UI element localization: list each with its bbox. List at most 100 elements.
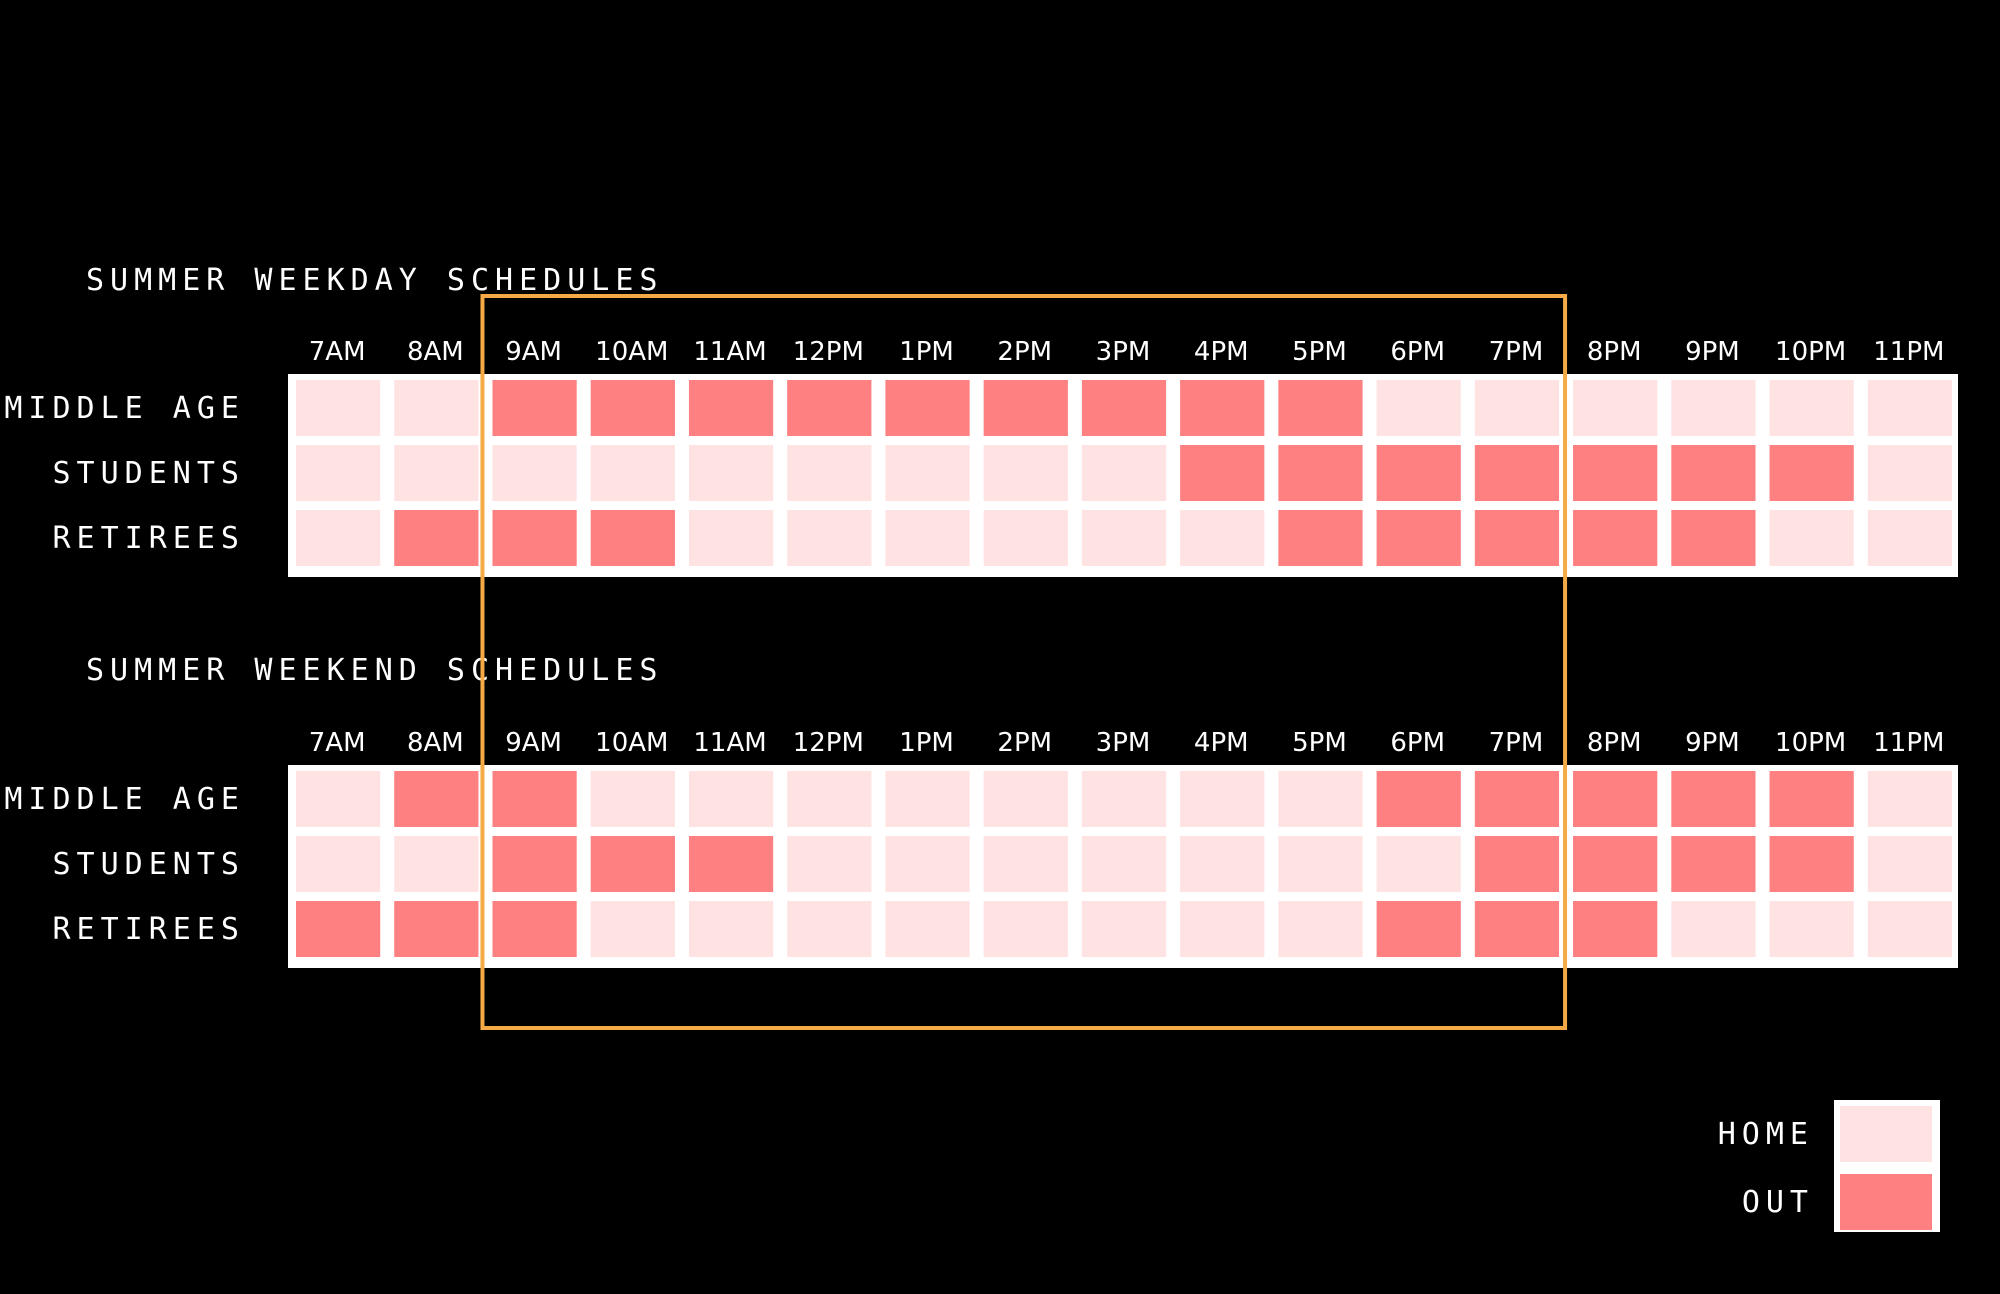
heatmap-cell — [1278, 445, 1363, 501]
heatmap-cell — [394, 901, 479, 957]
heatmap-cell — [1769, 836, 1854, 892]
row-label: RETIREES — [53, 912, 246, 947]
heatmap-cell — [1671, 445, 1756, 501]
row-label: STUDENTS — [53, 847, 246, 882]
heatmap-cell — [1573, 510, 1658, 566]
panel-title: SUMMER WEEKDAY SCHEDULES — [86, 263, 663, 298]
panel-title: SUMMER WEEKEND SCHEDULES — [86, 653, 663, 688]
heatmap-cell — [492, 771, 577, 827]
hour-tick-label: 2PM — [997, 728, 1052, 758]
heatmap-cell — [394, 771, 479, 827]
heatmap-cell — [492, 445, 577, 501]
heatmap-cell — [1573, 380, 1658, 436]
hour-tick-label: 7AM — [309, 728, 366, 758]
heatmap-cell — [983, 836, 1068, 892]
heatmap-cell — [1671, 510, 1756, 566]
heatmap-cell — [1474, 445, 1560, 501]
heatmap-cell — [1081, 901, 1167, 957]
heatmap-cell — [590, 901, 675, 957]
heatmap-cell — [1278, 380, 1363, 436]
hour-tick-label: 9PM — [1685, 728, 1740, 758]
hour-tick-label: 6PM — [1390, 337, 1445, 367]
legend-swatch — [1840, 1106, 1932, 1162]
heatmap-cell — [983, 771, 1068, 827]
heatmap-cell — [1769, 510, 1854, 566]
heatmap-cell — [885, 836, 970, 892]
heatmap-cell — [296, 445, 381, 501]
heatmap-cell — [1573, 836, 1658, 892]
hour-tick-label: 9AM — [505, 337, 562, 367]
heatmap-cell — [1180, 445, 1265, 501]
heatmap-cell — [492, 380, 577, 436]
heatmap-cell — [688, 380, 774, 436]
heatmap-cell — [1671, 380, 1756, 436]
heatmap-cell — [1376, 380, 1461, 436]
heatmap-cell — [885, 771, 970, 827]
hour-tick-label: 8AM — [407, 337, 464, 367]
hour-tick-label: 4PM — [1194, 337, 1249, 367]
heatmap-cell — [1769, 901, 1854, 957]
row-label: RETIREES — [53, 521, 246, 556]
hour-tick-label: 5PM — [1292, 337, 1347, 367]
heatmap-cell — [1671, 836, 1756, 892]
highlight-box — [480, 294, 1568, 1030]
hour-tick-label: 7PM — [1489, 728, 1544, 758]
hour-tick-label: 12PM — [793, 337, 864, 367]
heatmap-cell — [688, 901, 774, 957]
heatmap-cell — [1278, 771, 1363, 827]
heatmap-cell — [1081, 380, 1167, 436]
heatmap-cell — [1278, 836, 1363, 892]
heatmap-cell — [1180, 836, 1265, 892]
hour-tick-label: 3PM — [1096, 337, 1151, 367]
heatmap-cell — [688, 836, 774, 892]
legend-label: OUT — [1742, 1185, 1814, 1220]
heatmap-cell — [394, 380, 479, 436]
heatmap-cell — [787, 771, 872, 827]
heatmap-cell — [1867, 445, 1952, 501]
heatmap-cell — [688, 510, 774, 566]
heatmap-cell — [787, 836, 872, 892]
heatmap-cell — [1867, 771, 1952, 827]
heatmap-cell — [590, 771, 675, 827]
heatmap-cell — [1180, 510, 1265, 566]
hour-tick-label: 8PM — [1587, 728, 1642, 758]
heatmap-cell — [1671, 901, 1756, 957]
hour-tick-label: 11AM — [693, 728, 766, 758]
heatmap-cell — [688, 445, 774, 501]
heatmap-cell — [296, 836, 381, 892]
hour-tick-label: 9AM — [505, 728, 562, 758]
heatmap-cell — [1081, 771, 1167, 827]
heatmap-cell — [394, 836, 479, 892]
hour-tick-label: 10PM — [1775, 728, 1846, 758]
heatmap-cell — [983, 901, 1068, 957]
heatmap-cell — [492, 901, 577, 957]
legend-swatch — [1840, 1174, 1932, 1230]
heatmap-cell — [296, 901, 381, 957]
heatmap-cell — [296, 771, 381, 827]
heatmap-cell — [1278, 510, 1363, 566]
heatmap-cell — [1376, 836, 1461, 892]
hour-tick-label: 12PM — [793, 728, 864, 758]
heatmap-cell — [983, 510, 1068, 566]
heatmap-cell — [1769, 771, 1854, 827]
heatmap-cell — [885, 380, 970, 436]
heatmap-cell — [1376, 771, 1461, 827]
hour-tick-label: 11PM — [1873, 728, 1944, 758]
heatmap-cell — [787, 901, 872, 957]
heatmap-cell — [1769, 380, 1854, 436]
hour-tick-label: 10AM — [595, 337, 668, 367]
hour-tick-label: 11PM — [1873, 337, 1944, 367]
heatmap-cell — [296, 380, 381, 436]
heatmap-cell — [1671, 771, 1756, 827]
heatmap-cell — [1376, 510, 1461, 566]
heatmap-cell — [885, 901, 970, 957]
heatmap-cell — [590, 510, 675, 566]
heatmap-cell — [983, 445, 1068, 501]
heatmap-cell — [590, 380, 675, 436]
hour-tick-label: 7AM — [309, 337, 366, 367]
heatmap-cell — [1474, 380, 1560, 436]
heatmap-cell — [1376, 901, 1461, 957]
heatmap-cell — [1376, 445, 1461, 501]
hour-tick-label: 1PM — [899, 728, 954, 758]
heatmap-cell — [787, 510, 872, 566]
